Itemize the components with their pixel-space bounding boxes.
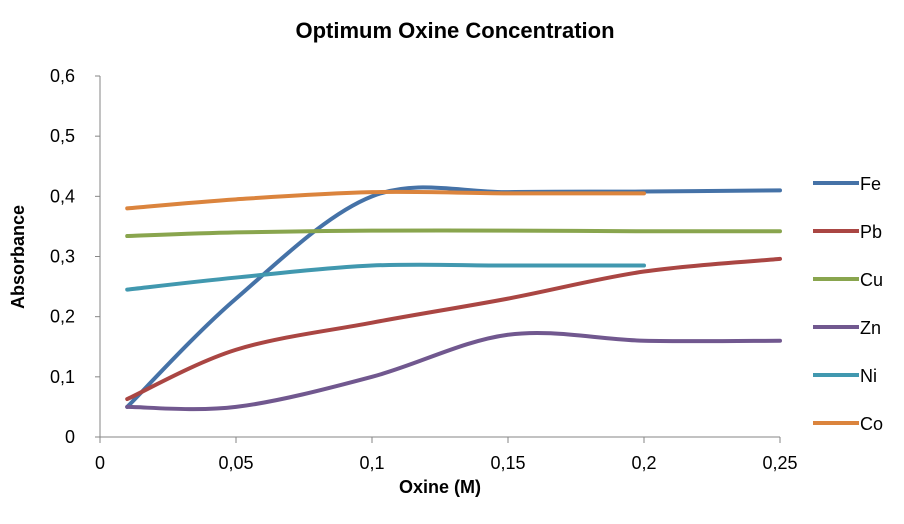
series-line-pb — [125, 256, 782, 402]
x-tick-label: 0,25 — [762, 453, 797, 473]
y-tick-label: 0,2 — [50, 307, 75, 327]
chart-title: Optimum Oxine Concentration — [295, 18, 614, 43]
plot-area: 0 0,1 0,2 0,3 0,4 0,5 0,6 0 0,05 0,1 0,15 0,2 0,25 — [50, 66, 798, 473]
series-line-ni — [125, 262, 646, 292]
x-tick-label: 0,05 — [218, 453, 253, 473]
y-tick-label: 0,1 — [50, 367, 75, 387]
y-tick-label: 0,4 — [50, 186, 75, 206]
y-tick-label: 0,3 — [50, 247, 75, 267]
x-tick-label: 0,15 — [490, 453, 525, 473]
y-axis-title: Absorbance — [8, 205, 28, 309]
legend: Fe Pb Cu Zn Ni Co — [813, 174, 883, 434]
series-line-zn — [125, 330, 782, 412]
y-ticks: 0 0,1 0,2 0,3 0,4 0,5 0,6 — [50, 66, 100, 447]
y-tick-label: 0,5 — [50, 126, 75, 146]
legend-label-zn: Zn — [860, 318, 881, 338]
legend-label-pb: Pb — [860, 222, 882, 242]
series-line-co — [125, 189, 646, 211]
series-line-fe — [125, 185, 782, 409]
y-tick-label: 0 — [65, 427, 75, 447]
legend-label-fe: Fe — [860, 174, 881, 194]
legend-label-cu: Cu — [860, 270, 883, 290]
series-lines — [125, 185, 782, 412]
x-tick-label: 0,1 — [359, 453, 384, 473]
x-axis-title: Oxine (M) — [399, 477, 481, 497]
y-tick-label: 0,6 — [50, 66, 75, 86]
series-line-cu — [125, 228, 782, 239]
legend-label-co: Co — [860, 414, 883, 434]
x-tick-label: 0,2 — [631, 453, 656, 473]
x-ticks: 0 0,05 0,1 0,15 0,2 0,25 — [95, 437, 798, 473]
x-tick-label: 0 — [95, 453, 105, 473]
legend-label-ni: Ni — [860, 366, 877, 386]
